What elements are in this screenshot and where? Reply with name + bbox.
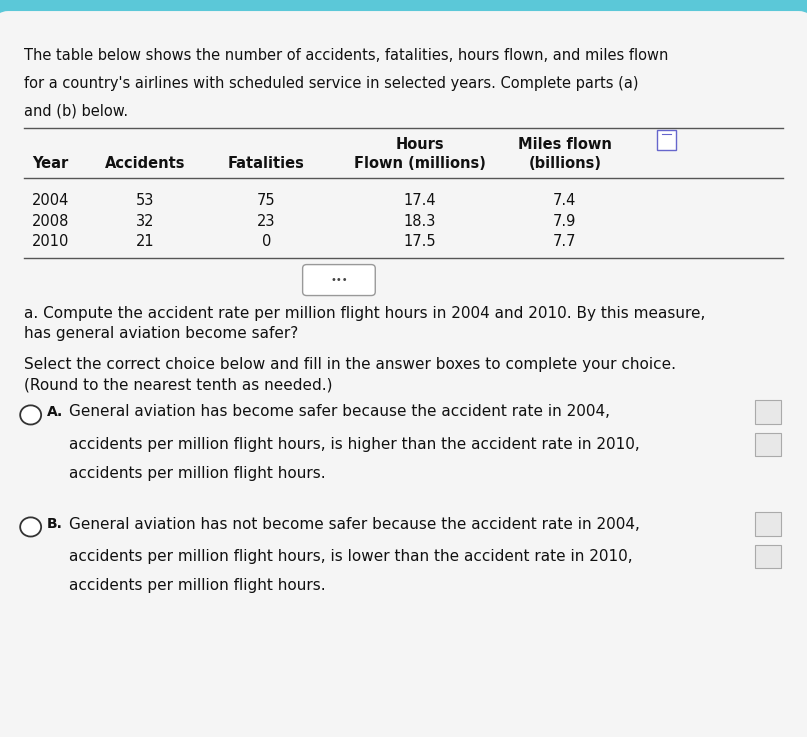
Circle shape [20, 517, 41, 537]
Text: Accidents: Accidents [105, 156, 186, 171]
Text: and (b) below.: and (b) below. [24, 104, 128, 119]
Text: Flown (millions): Flown (millions) [353, 156, 486, 171]
Text: 2010: 2010 [32, 234, 69, 249]
Text: for a country's airlines with scheduled service in selected years. Complete part: for a country's airlines with scheduled … [24, 76, 638, 91]
FancyBboxPatch shape [303, 265, 375, 296]
Text: accidents per million flight hours.: accidents per million flight hours. [69, 579, 325, 593]
Text: 23: 23 [257, 214, 275, 228]
Text: Year: Year [32, 156, 69, 171]
Text: has general aviation become safer?: has general aviation become safer? [24, 326, 299, 340]
Text: 21: 21 [136, 234, 155, 249]
Text: 17.5: 17.5 [404, 234, 436, 249]
Circle shape [20, 405, 41, 425]
Text: 2004: 2004 [32, 193, 69, 208]
Text: 32: 32 [136, 214, 154, 228]
Text: 18.3: 18.3 [404, 214, 436, 228]
Text: The table below shows the number of accidents, fatalities, hours flown, and mile: The table below shows the number of acci… [24, 48, 668, 63]
Text: Select the correct choice below and fill in the answer boxes to complete your ch: Select the correct choice below and fill… [24, 357, 676, 372]
FancyBboxPatch shape [657, 130, 676, 150]
FancyBboxPatch shape [755, 400, 781, 424]
Text: 75: 75 [257, 193, 276, 208]
FancyBboxPatch shape [755, 545, 781, 568]
Text: a. Compute the accident rate per million flight hours in 2004 and 2010. By this : a. Compute the accident rate per million… [24, 306, 705, 321]
Text: 17.4: 17.4 [404, 193, 436, 208]
Text: A.: A. [47, 405, 63, 419]
Text: General aviation has become safer because the accident rate in 2004,: General aviation has become safer becaus… [69, 405, 609, 419]
Text: B.: B. [47, 517, 63, 531]
Text: •••: ••• [330, 275, 348, 285]
Text: 2008: 2008 [32, 214, 69, 228]
Text: Fatalities: Fatalities [228, 156, 305, 171]
Text: 0: 0 [261, 234, 271, 249]
Text: Hours: Hours [395, 137, 444, 152]
Text: 7.7: 7.7 [553, 234, 577, 249]
Text: accidents per million flight hours, is lower than the accident rate in 2010,: accidents per million flight hours, is l… [69, 549, 632, 564]
Text: 7.4: 7.4 [554, 193, 576, 208]
Text: accidents per million flight hours.: accidents per million flight hours. [69, 467, 325, 481]
Text: (billions): (billions) [529, 156, 601, 171]
FancyBboxPatch shape [755, 433, 781, 456]
Text: 53: 53 [136, 193, 154, 208]
Text: (Round to the nearest tenth as needed.): (Round to the nearest tenth as needed.) [24, 377, 332, 392]
FancyBboxPatch shape [0, 11, 807, 737]
Text: Miles flown: Miles flown [518, 137, 612, 152]
Text: 7.9: 7.9 [554, 214, 576, 228]
Text: General aviation has not become safer because the accident rate in 2004,: General aviation has not become safer be… [69, 517, 639, 531]
Text: accidents per million flight hours, is higher than the accident rate in 2010,: accidents per million flight hours, is h… [69, 437, 639, 452]
FancyBboxPatch shape [755, 512, 781, 536]
